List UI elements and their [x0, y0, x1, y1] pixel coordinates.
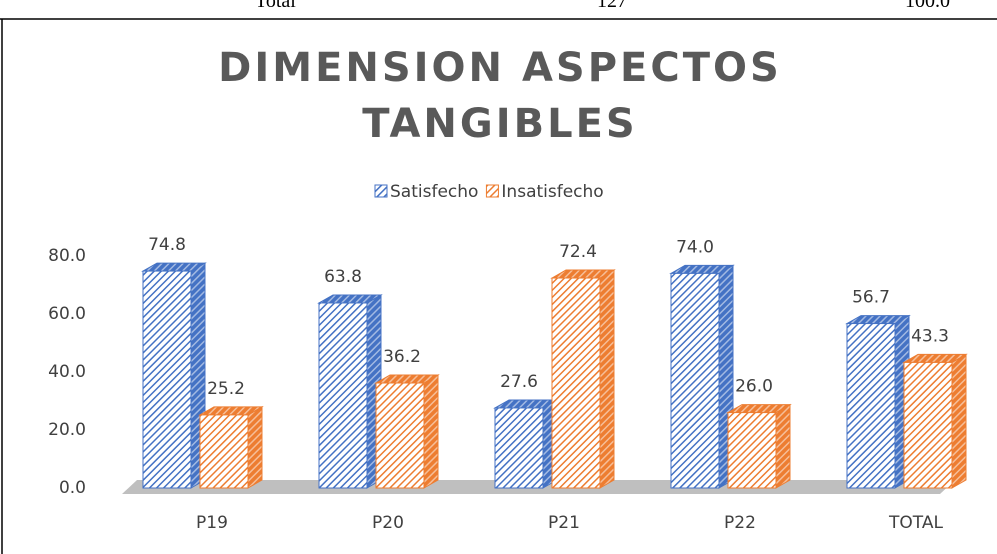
bar — [374, 374, 440, 489]
data-label: 56.7 — [852, 288, 890, 308]
data-label: 74.0 — [676, 237, 714, 257]
x-tick-label: P20 — [372, 513, 404, 533]
bar — [198, 406, 264, 489]
bar-front — [551, 277, 601, 489]
data-label: 63.8 — [324, 267, 362, 287]
data-label: 26.0 — [735, 377, 773, 397]
cell: 127 — [597, 0, 627, 12]
data-label: 74.8 — [148, 235, 186, 255]
chart-title: DIMENSION ASPECTOS TANGIBLES — [218, 45, 782, 147]
data-label: 25.2 — [207, 379, 245, 399]
bar-front — [142, 270, 192, 489]
bar — [550, 269, 616, 489]
data-label: 27.6 — [500, 372, 538, 392]
bar — [141, 262, 207, 489]
bar — [726, 403, 792, 489]
data-label: 72.4 — [559, 242, 597, 262]
bar — [493, 399, 559, 489]
legend-swatch — [374, 184, 388, 198]
bar-front — [318, 302, 368, 489]
cell: Total — [255, 0, 296, 12]
x-tick-label: P22 — [724, 513, 756, 533]
legend-swatch — [485, 184, 499, 198]
x-tick-label: TOTAL — [888, 513, 943, 533]
y-tick-label: 80.0 — [48, 246, 86, 266]
data-label: 36.2 — [383, 347, 421, 367]
bar-front — [727, 412, 777, 489]
legend-label: Insatisfecho — [501, 182, 603, 202]
y-tick-label: 60.0 — [48, 304, 86, 324]
y-tick-label: 20.0 — [48, 420, 86, 440]
bar-front — [375, 382, 425, 489]
table-row: Total 127 100.0 — [0, 0, 997, 12]
x-tick-label: P19 — [196, 513, 228, 533]
y-tick-label: 0.0 — [59, 478, 86, 498]
bar-front — [494, 407, 544, 489]
bar-front — [670, 272, 720, 489]
cell: 100.0 — [905, 0, 950, 12]
bar-side — [775, 403, 791, 489]
x-tick-label: P21 — [548, 513, 580, 533]
bar — [845, 314, 911, 489]
bar — [902, 353, 968, 489]
bar-side — [951, 353, 967, 489]
data-label: 43.3 — [911, 326, 949, 346]
bar-front — [846, 323, 896, 489]
bar-front — [903, 361, 953, 489]
bar-side — [247, 406, 263, 489]
bar — [317, 294, 383, 489]
y-tick-label: 40.0 — [48, 362, 86, 382]
bar-front — [199, 414, 249, 489]
bar-side — [599, 269, 615, 489]
bar — [669, 264, 735, 489]
bar-side — [423, 374, 439, 489]
legend-label: Satisfecho — [390, 182, 478, 202]
